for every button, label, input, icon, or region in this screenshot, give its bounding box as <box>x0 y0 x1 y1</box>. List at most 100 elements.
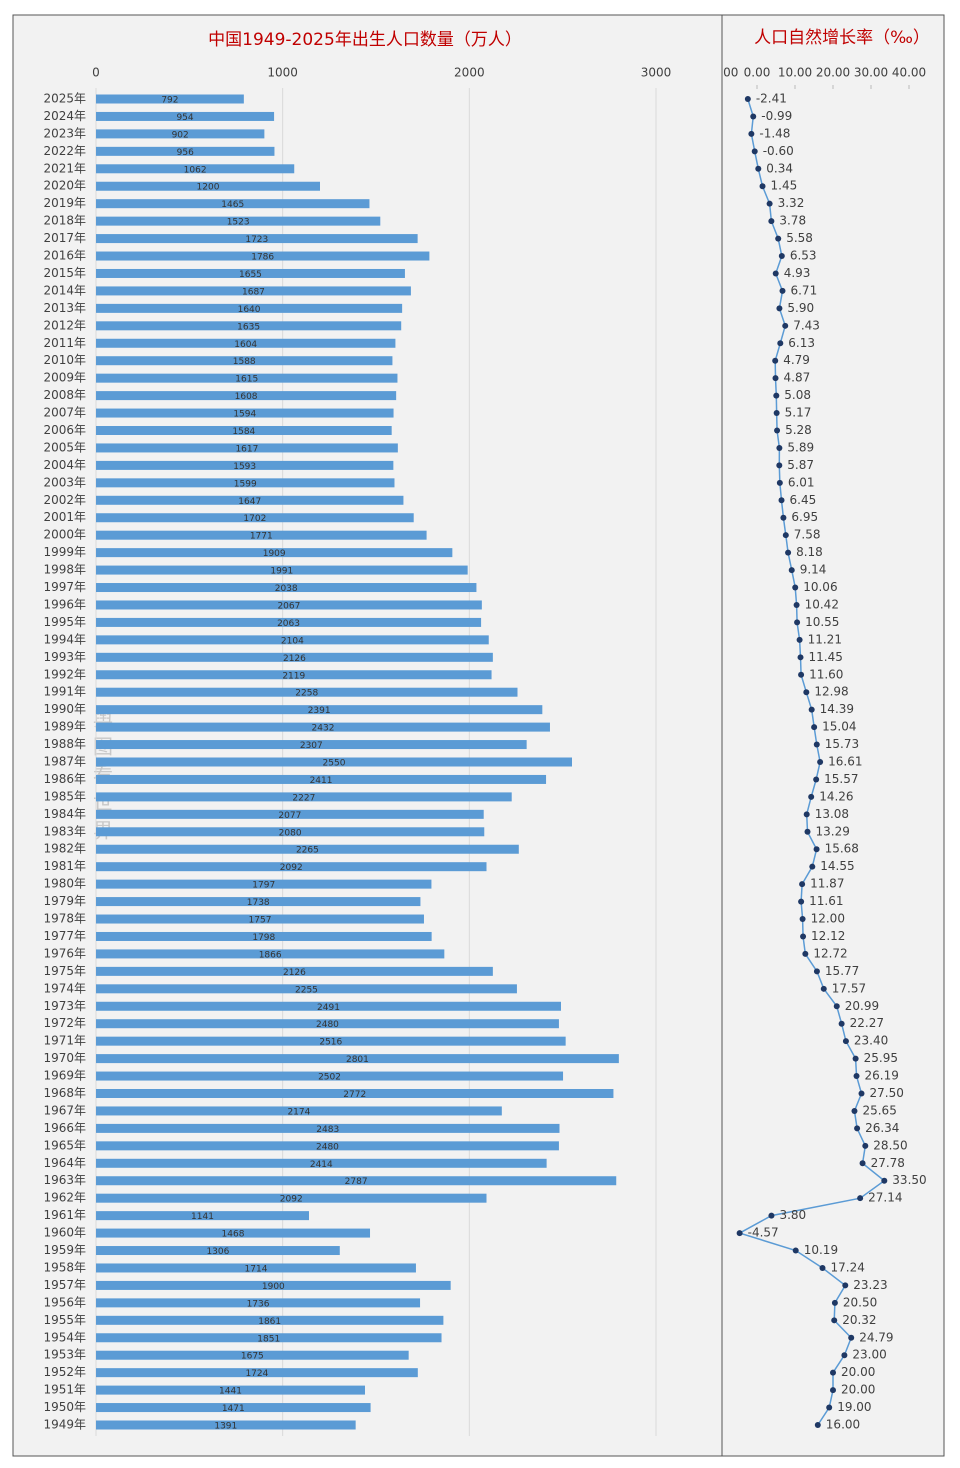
value-label: 17.57 <box>832 981 866 995</box>
value-label: 6.53 <box>790 249 817 263</box>
value-label: 27.14 <box>868 1191 902 1205</box>
value-label: 0.34 <box>766 161 793 175</box>
bar <box>96 216 381 226</box>
y-tick-label: 2025年 <box>43 92 86 106</box>
point <box>831 1317 838 1324</box>
bar <box>96 1001 561 1011</box>
value-label: 11.21 <box>808 632 842 646</box>
point <box>808 706 815 713</box>
point <box>776 305 783 312</box>
value-label: 2491 <box>317 1003 340 1013</box>
value-label: 5.08 <box>784 388 811 402</box>
point <box>782 322 789 329</box>
value-label: 16.61 <box>828 755 862 769</box>
point <box>797 654 804 661</box>
y-tick-label: 1954年 <box>43 1330 86 1344</box>
value-label: 1584 <box>232 427 255 437</box>
value-label: 20.00 <box>841 1365 875 1379</box>
value-label: 9.14 <box>800 563 827 577</box>
point <box>809 863 816 870</box>
value-label: 14.26 <box>819 789 853 803</box>
y-tick-label: 2011年 <box>43 336 86 350</box>
x-tick-label: 10.00 <box>778 66 812 80</box>
y-tick-label: 1960年 <box>43 1226 86 1240</box>
value-label: 1640 <box>238 305 261 315</box>
y-tick-label: 2002年 <box>43 493 86 507</box>
chart-title: 人口自然增长率（‰） <box>754 28 930 48</box>
point <box>820 985 827 992</box>
value-label: 4.93 <box>784 266 811 280</box>
bar <box>96 1036 566 1046</box>
y-tick-label: 2015年 <box>43 266 86 280</box>
value-label: 23.00 <box>852 1348 886 1362</box>
bar <box>96 774 547 784</box>
point <box>798 898 805 905</box>
value-label: 1675 <box>241 1352 264 1362</box>
bar <box>96 1158 547 1168</box>
y-tick-label: 2019年 <box>43 196 86 210</box>
x-tick-label: 0.00 <box>744 66 771 80</box>
value-label: 11.61 <box>809 894 843 908</box>
value-label: 1786 <box>251 253 274 263</box>
point <box>776 462 783 469</box>
y-tick-label: 1962年 <box>43 1191 86 1205</box>
value-label: 10.06 <box>803 580 837 594</box>
y-tick-label: 1988年 <box>43 737 86 751</box>
bar <box>96 443 398 453</box>
value-label: 20.99 <box>845 999 879 1013</box>
value-label: 22.27 <box>850 1016 884 1030</box>
y-tick-label: 1982年 <box>43 842 86 856</box>
y-tick-label: 1996年 <box>43 597 86 611</box>
value-label: -2.41 <box>756 92 787 106</box>
y-tick-label: 1990年 <box>43 702 86 716</box>
bar <box>96 565 468 575</box>
bar <box>96 478 395 488</box>
value-label: 2516 <box>319 1038 342 1048</box>
point <box>838 1020 845 1027</box>
value-label: 1599 <box>234 479 257 489</box>
y-tick-label: 1968年 <box>43 1086 86 1100</box>
value-label: 1615 <box>235 375 258 385</box>
bar <box>96 373 398 383</box>
point <box>799 881 806 888</box>
value-label: 1465 <box>221 200 244 210</box>
value-label: 13.08 <box>815 807 849 821</box>
point <box>751 148 758 155</box>
value-label: 26.19 <box>865 1069 899 1083</box>
value-label: 3.32 <box>778 196 805 210</box>
value-label: 2414 <box>310 1160 333 1170</box>
point <box>766 200 773 207</box>
value-label: 2480 <box>316 1020 339 1030</box>
value-label: -4.57 <box>748 1226 779 1240</box>
bar <box>96 1420 356 1430</box>
value-label: 8.18 <box>796 545 823 559</box>
value-label: 1635 <box>237 322 260 332</box>
y-tick-label: 1957年 <box>43 1278 86 1292</box>
y-tick-label: 2013年 <box>43 301 86 315</box>
bar <box>96 268 405 278</box>
bar <box>96 1089 614 1098</box>
y-tick-label: 1952年 <box>43 1365 86 1379</box>
value-label: 1851 <box>257 1334 280 1344</box>
value-label: 14.39 <box>820 702 854 716</box>
bar <box>96 1071 564 1081</box>
value-label: 5.89 <box>787 440 814 454</box>
value-label: 10.19 <box>804 1243 838 1257</box>
bar <box>96 495 404 505</box>
bar <box>96 1193 487 1203</box>
y-tick-label: 1963年 <box>43 1173 86 1187</box>
value-label: 27.50 <box>870 1086 904 1100</box>
bar <box>96 1176 617 1186</box>
bar <box>96 1211 309 1221</box>
point <box>748 130 755 137</box>
x-tick-label: 40.00 <box>892 66 926 80</box>
y-tick-label: 2016年 <box>43 249 86 263</box>
point <box>780 514 787 521</box>
y-tick-label: 1965年 <box>43 1138 86 1152</box>
bar <box>96 931 432 941</box>
bar <box>96 1228 371 1238</box>
y-tick-label: 1966年 <box>43 1121 86 1135</box>
value-label: 2787 <box>345 1177 368 1187</box>
point <box>774 427 781 434</box>
value-label: 12.98 <box>814 685 848 699</box>
